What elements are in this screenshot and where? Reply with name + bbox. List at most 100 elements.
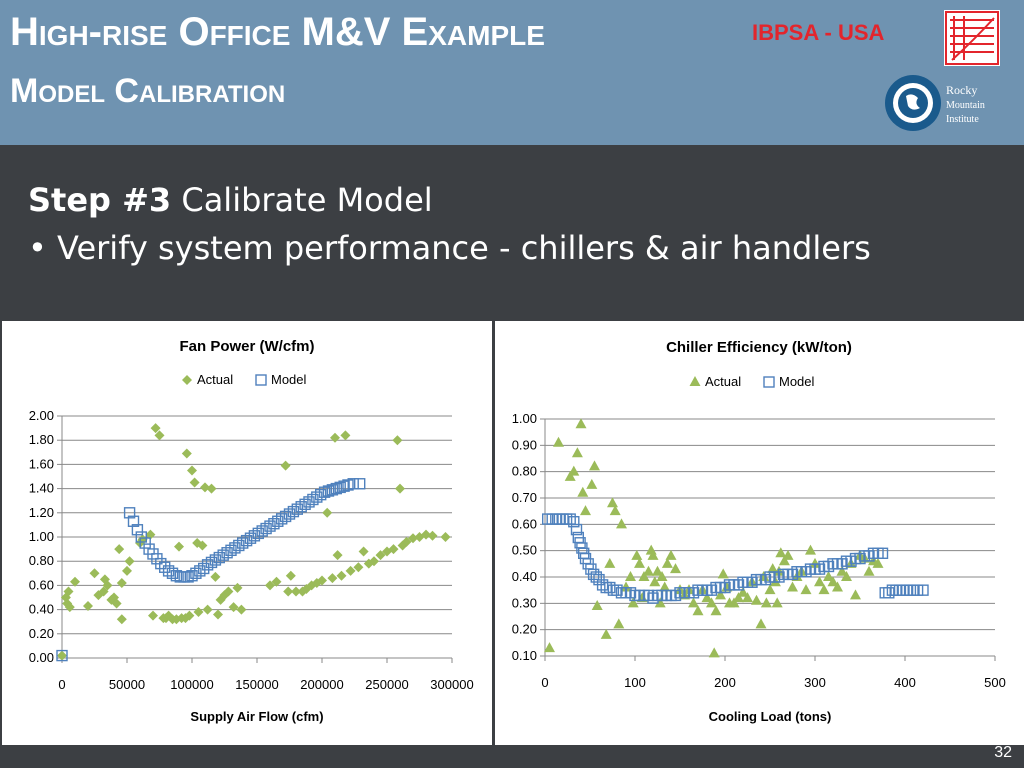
data-point-actual bbox=[265, 580, 275, 591]
legend-marker-actual bbox=[182, 375, 192, 385]
data-point-actual bbox=[638, 571, 650, 581]
data-point-actual bbox=[652, 565, 663, 576]
data-point-actual bbox=[665, 549, 677, 560]
y-tick-label: 0.80 bbox=[29, 553, 54, 568]
data-point-model bbox=[56, 649, 68, 662]
y-tick-label: 0.10 bbox=[512, 648, 537, 663]
data-point-actual bbox=[814, 576, 825, 587]
data-point-actual bbox=[145, 529, 156, 540]
data-point-actual bbox=[692, 605, 704, 616]
data-point-actual bbox=[340, 430, 351, 441]
data-point-actual bbox=[236, 604, 247, 615]
y-tick-label: 0.70 bbox=[512, 490, 537, 505]
data-point-actual bbox=[395, 483, 405, 494]
data-point-model bbox=[158, 561, 171, 573]
data-point-actual bbox=[688, 597, 699, 608]
data-point-actual bbox=[174, 541, 184, 552]
data-point-actual bbox=[728, 597, 740, 608]
data-point-actual bbox=[863, 565, 875, 576]
x-tick-label: 0 bbox=[58, 677, 65, 692]
data-point-actual bbox=[271, 576, 282, 587]
data-point-actual bbox=[706, 597, 717, 608]
data-point-model bbox=[564, 513, 576, 525]
data-point-actual bbox=[760, 597, 772, 608]
data-point-actual bbox=[317, 575, 327, 586]
y-tick-label: 1.80 bbox=[29, 432, 54, 447]
step-heading: Step #3 Calibrate Model bbox=[28, 181, 433, 219]
data-point-actual bbox=[591, 599, 603, 610]
data-point-model bbox=[876, 547, 889, 560]
y-tick-label: 0.90 bbox=[512, 437, 537, 452]
data-point-actual bbox=[836, 565, 848, 576]
data-point-model bbox=[560, 513, 573, 525]
data-point-actual bbox=[771, 597, 783, 608]
y-tick-label: 2.00 bbox=[29, 408, 54, 423]
data-point-actual bbox=[83, 600, 93, 611]
data-point-actual bbox=[625, 571, 636, 581]
data-point-model bbox=[135, 531, 148, 543]
data-point-actual bbox=[291, 586, 301, 597]
data-point-actual bbox=[181, 448, 192, 459]
data-point-actual bbox=[805, 544, 816, 555]
data-point-model bbox=[127, 515, 140, 527]
data-point-model bbox=[334, 481, 346, 494]
data-point-actual bbox=[751, 594, 762, 605]
data-point-model bbox=[596, 579, 609, 591]
data-point-actual bbox=[564, 470, 576, 481]
data-point-actual bbox=[613, 618, 625, 629]
data-point-model bbox=[570, 523, 583, 536]
data-point-model bbox=[318, 486, 331, 498]
data-point-actual bbox=[392, 435, 403, 446]
data-point-actual bbox=[223, 586, 234, 597]
legend-label-actual: Actual bbox=[705, 374, 741, 389]
data-point-actual bbox=[553, 436, 564, 447]
data-point-actual bbox=[285, 570, 296, 581]
data-point-actual bbox=[345, 565, 356, 576]
data-point-actual bbox=[733, 592, 744, 603]
data-point-actual bbox=[63, 586, 74, 597]
fan-power-chart: Fan Power (W/cfm) Actual Model 0.00 0.20 0.40… bbox=[29, 338, 474, 724]
y-tick-label: 1.20 bbox=[29, 505, 54, 520]
data-point-actual bbox=[649, 576, 661, 587]
chiller-efficiency-chart: Chiller Efficiency (kW/ton) Actual Model 0.… bbox=[512, 339, 1006, 724]
data-point-model bbox=[194, 565, 206, 577]
data-point-model bbox=[879, 587, 891, 599]
data-point-actual bbox=[656, 571, 668, 581]
x-tick-label: 100 bbox=[624, 675, 646, 690]
data-point-actual bbox=[102, 580, 113, 591]
data-point-model bbox=[917, 584, 929, 596]
data-point-model bbox=[897, 584, 909, 596]
ibpsa-label: IBPSA - USA bbox=[752, 20, 885, 45]
y-tick-label: 0.00 bbox=[29, 650, 54, 665]
x-tick-label: 500 bbox=[984, 675, 1006, 690]
data-point-actual bbox=[708, 647, 720, 658]
x-axis-label: Supply Air Flow (cfm) bbox=[190, 709, 323, 724]
data-point-actual bbox=[187, 465, 197, 476]
data-point-actual bbox=[150, 423, 161, 434]
data-point-actual bbox=[631, 549, 643, 560]
data-point-model bbox=[886, 584, 899, 596]
data-point-model bbox=[123, 507, 136, 519]
data-point-actual bbox=[775, 547, 787, 558]
data-point-actual bbox=[778, 555, 790, 566]
data-point-actual bbox=[189, 477, 200, 488]
data-point-model bbox=[338, 480, 350, 492]
rmi-logo-icon: Rocky Mountain Institute bbox=[885, 75, 985, 131]
data-point-actual bbox=[654, 597, 666, 608]
x-tick-label: 300 bbox=[804, 675, 826, 690]
data-point-actual bbox=[568, 465, 580, 476]
data-point-actual bbox=[440, 532, 451, 542]
y-tick-label: 1.00 bbox=[29, 529, 54, 544]
data-point-model bbox=[901, 584, 913, 596]
slide-header: High-rise Office M&V Example Model Calib… bbox=[0, 0, 1024, 145]
data-point-actual bbox=[589, 460, 600, 471]
x-tick-label: 150000 bbox=[235, 677, 278, 692]
data-point-actual bbox=[369, 556, 379, 567]
data-point-actual bbox=[327, 573, 338, 584]
fan-power-chart-panel: Fan Power (W/cfm) Actual Model 0.00 0.20 0.40… bbox=[2, 321, 492, 745]
data-point-actual bbox=[717, 568, 729, 579]
y-tick-label: 0.60 bbox=[512, 516, 537, 531]
data-point-model bbox=[155, 557, 167, 570]
chart-title: Fan Power (W/cfm) bbox=[179, 338, 314, 355]
x-tick-label: 200000 bbox=[300, 677, 343, 692]
